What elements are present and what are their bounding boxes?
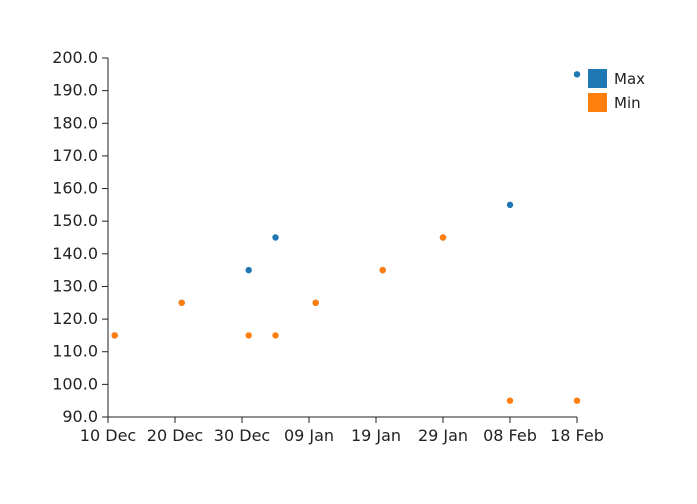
x-tick-label: 18 Feb: [550, 426, 604, 445]
y-tick-label: 190.0: [52, 81, 98, 100]
x-tick-label: 20 Dec: [147, 426, 203, 445]
data-point: [573, 397, 581, 404]
series-max: [111, 71, 581, 339]
y-tick-label: 200.0: [52, 48, 98, 67]
legend-label-min: Min: [614, 94, 641, 112]
legend-swatch-min: [588, 93, 607, 112]
data-point: [506, 397, 514, 404]
x-tick-label: 09 Jan: [284, 426, 334, 445]
data-point: [573, 71, 581, 78]
y-tick-label: 130.0: [52, 276, 98, 295]
y-tick-label: 180.0: [52, 113, 98, 132]
y-tick-label: 140.0: [52, 244, 98, 263]
y-tick-label: 90.0: [62, 407, 98, 426]
legend-swatch-max: [588, 69, 607, 88]
data-point: [111, 332, 118, 339]
legend-label-max: Max: [614, 70, 645, 88]
x-tick-label: 19 Jan: [351, 426, 401, 445]
data-point: [245, 266, 252, 274]
x-tick-label: 08 Feb: [483, 426, 537, 445]
y-tick-label: 100.0: [52, 374, 98, 393]
series-min: [111, 234, 581, 404]
x-tick-label: 10 Dec: [80, 426, 136, 445]
x-tick-label: 29 Jan: [418, 426, 468, 445]
y-tick-label: 150.0: [52, 211, 98, 230]
data-point: [312, 299, 319, 306]
data-point: [178, 299, 185, 306]
y-tick-label: 120.0: [52, 309, 98, 328]
y-tick-label: 110.0: [52, 342, 98, 361]
y-tick-label: 160.0: [52, 179, 98, 198]
data-point: [245, 332, 252, 339]
data-point: [439, 234, 447, 241]
x-tick-label: 30 Dec: [214, 426, 270, 445]
data-point: [506, 201, 514, 209]
legend: Max Min: [588, 69, 645, 112]
y-tick-label: 170.0: [52, 146, 98, 165]
axes: 90.0 100.0 110.0 120.0 130.0 140.0 150.0 160.0 1…: [52, 48, 604, 445]
plot-area: [111, 71, 581, 404]
data-point: [379, 266, 386, 274]
data-point: [272, 332, 279, 339]
data-point: [272, 234, 279, 241]
